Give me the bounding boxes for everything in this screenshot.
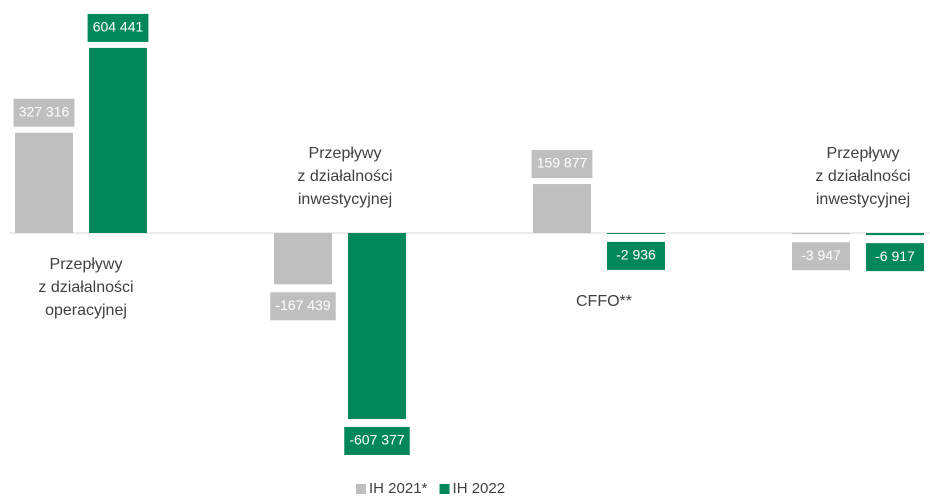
category-label: z działalności bbox=[38, 279, 133, 296]
category-label: inwestycyjnej bbox=[298, 191, 392, 208]
value-label-box bbox=[531, 150, 593, 179]
value-label: 159 877 bbox=[537, 155, 588, 171]
value-label-box bbox=[792, 242, 850, 271]
value-label: 604 441 bbox=[93, 19, 144, 35]
value-label: -3 947 bbox=[801, 247, 841, 263]
category-label: z działalności bbox=[297, 168, 392, 185]
category-label: operacyjnej bbox=[45, 302, 127, 319]
value-label: -6 917 bbox=[875, 248, 915, 264]
category-label: inwestycyjnej bbox=[816, 191, 910, 208]
value-label-box bbox=[13, 98, 75, 127]
value-label-box bbox=[87, 13, 149, 42]
bar bbox=[607, 233, 665, 234]
value-label-box bbox=[344, 427, 410, 455]
bar bbox=[348, 233, 406, 419]
value-label-box bbox=[270, 292, 336, 321]
category-label: Przepływy bbox=[827, 145, 900, 162]
category-label: z działalności bbox=[815, 168, 910, 185]
value-label: -2 936 bbox=[616, 247, 656, 263]
bar bbox=[274, 233, 332, 285]
value-label-box bbox=[607, 241, 665, 270]
category-label: CFFO** bbox=[576, 293, 632, 310]
category-label: Przepływy bbox=[50, 256, 123, 273]
bar bbox=[15, 132, 73, 233]
legend-swatch bbox=[439, 484, 450, 494]
value-label-box bbox=[866, 243, 924, 272]
bar bbox=[89, 47, 147, 233]
value-label: 327 316 bbox=[19, 103, 70, 119]
bar bbox=[866, 233, 924, 236]
legend-label: IH 2022 bbox=[453, 480, 506, 496]
category-label: Przepływy bbox=[309, 145, 382, 162]
legend-label: IH 2021* bbox=[369, 480, 428, 496]
bar bbox=[533, 184, 591, 233]
legend-swatch bbox=[356, 484, 366, 494]
bar bbox=[792, 233, 850, 235]
value-label: -607 377 bbox=[349, 432, 404, 448]
value-label: -167 439 bbox=[275, 297, 330, 313]
